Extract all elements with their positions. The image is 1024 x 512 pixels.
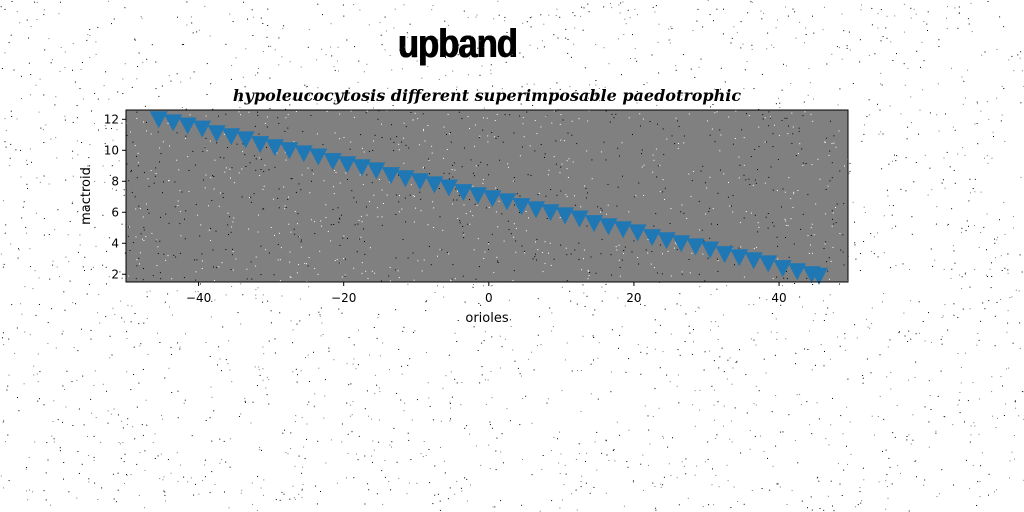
data-point — [788, 263, 807, 281]
x-tick-label: 40 — [771, 291, 786, 305]
data-point — [381, 167, 400, 185]
data-point — [810, 267, 828, 285]
data-point — [396, 170, 415, 188]
y-tick-label: 8 — [111, 174, 119, 188]
data-point — [265, 139, 284, 157]
data-point — [207, 125, 226, 143]
y-axis-label: mactroid — [79, 167, 94, 225]
data-point — [439, 179, 458, 197]
data-point — [599, 218, 618, 236]
plot-frame — [125, 109, 849, 283]
data-point — [294, 145, 313, 163]
data-point — [570, 210, 589, 228]
data-points — [149, 111, 828, 285]
data-point — [338, 156, 357, 174]
data-point — [193, 120, 212, 138]
data-point — [744, 252, 763, 270]
data-point — [672, 235, 691, 253]
y-tick-label: 4 — [111, 236, 119, 250]
data-point — [614, 221, 633, 239]
data-point — [410, 173, 429, 191]
data-point — [585, 215, 603, 233]
data-point — [657, 232, 676, 250]
x-axis-label: orioles — [465, 311, 508, 326]
y-tick-label: 12 — [104, 112, 119, 126]
data-point — [367, 162, 386, 180]
data-point — [512, 198, 531, 216]
data-point — [352, 159, 371, 177]
data-point — [759, 255, 778, 273]
data-point — [251, 136, 270, 154]
y-tick-label: 6 — [111, 205, 119, 219]
y-tick-label: 2 — [111, 267, 119, 281]
x-axis-ticks: −40 −20 0 20 40 — [186, 282, 787, 305]
data-point — [164, 114, 183, 132]
figure-title: upband — [398, 22, 518, 66]
data-point — [280, 142, 299, 160]
x-tick-label: −40 — [186, 291, 211, 305]
data-point — [773, 260, 792, 278]
data-point — [454, 184, 473, 202]
y-axis-ticks: 2 4 6 8 10 12 — [104, 112, 126, 281]
data-point — [309, 148, 328, 166]
data-point — [222, 128, 241, 146]
data-point — [527, 201, 545, 219]
data-point — [483, 190, 502, 208]
plot-area-noise — [126, 110, 849, 283]
data-point — [149, 111, 168, 129]
data-point — [468, 187, 487, 205]
data-point — [701, 241, 720, 259]
data-point — [498, 193, 516, 211]
data-point — [323, 153, 342, 171]
y-tick-label: 10 — [104, 143, 119, 157]
x-tick-label: −20 — [331, 291, 356, 305]
data-point — [715, 246, 734, 264]
data-point — [643, 229, 662, 247]
data-point — [556, 207, 574, 225]
chart-title: hypoleucocytosis different superimposabl… — [233, 86, 741, 105]
x-tick-label: 0 — [485, 291, 493, 305]
x-tick-label: 20 — [626, 291, 641, 305]
data-point — [236, 131, 255, 149]
data-point — [686, 238, 705, 256]
data-point — [541, 204, 560, 222]
data-point — [730, 249, 749, 267]
data-point — [178, 117, 197, 135]
data-point — [425, 176, 444, 194]
data-point — [628, 224, 647, 242]
